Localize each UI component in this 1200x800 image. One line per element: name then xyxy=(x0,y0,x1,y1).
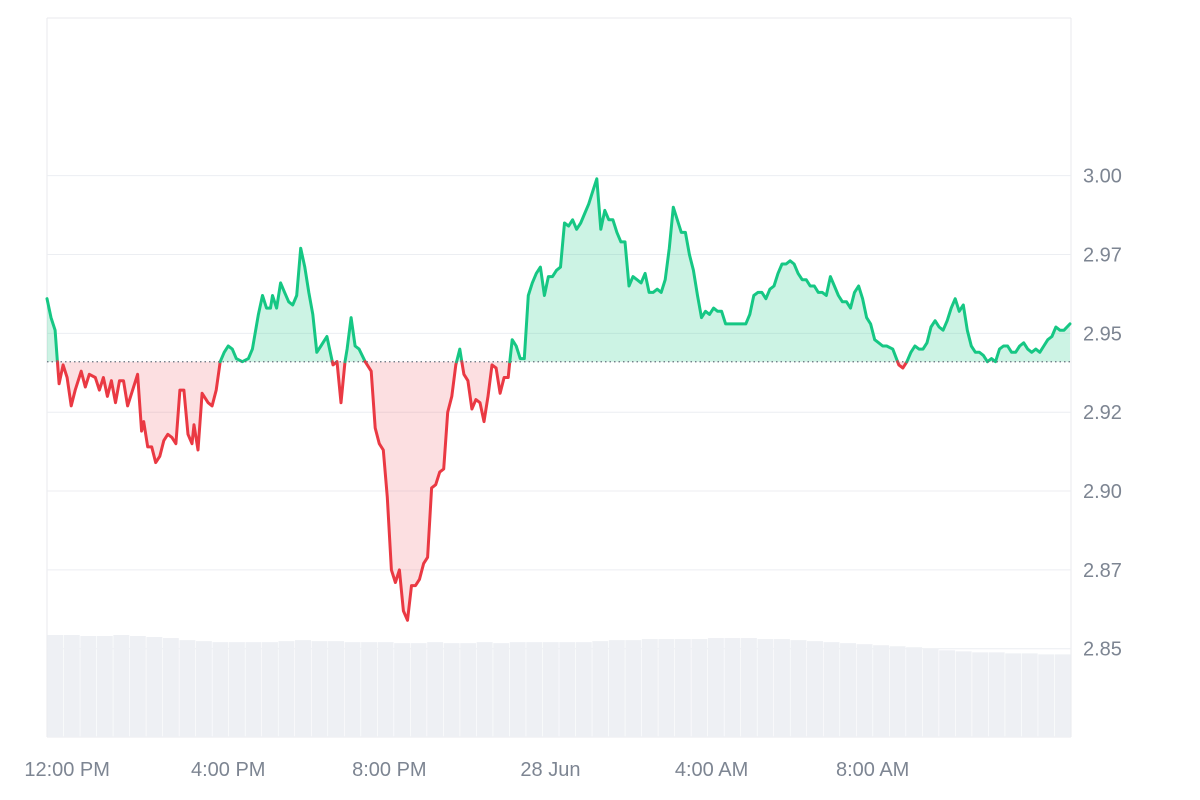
volume-bar xyxy=(146,637,163,737)
area-above-baseline xyxy=(906,298,1070,362)
volume-bar xyxy=(840,643,856,737)
y-tick-label: 2.95 xyxy=(1083,323,1122,345)
area-below-baseline xyxy=(57,361,221,463)
volume-bar xyxy=(988,652,1005,737)
price-line-down-segment xyxy=(55,360,222,465)
price-line-up-segment xyxy=(45,297,59,364)
volume-bar xyxy=(179,640,196,737)
volume-bar xyxy=(47,635,64,737)
volume-bar xyxy=(195,641,212,737)
price-line-up-segment xyxy=(905,297,1072,364)
price-line-down-segment xyxy=(335,360,347,405)
y-tick-label: 2.90 xyxy=(1083,481,1122,503)
axis-labels: 3.00 2.97 2.95 2.92 2.90 2.87 2.85 12:00 PM 4:00… xyxy=(24,166,1122,781)
volume-bar xyxy=(113,635,130,737)
volume-bar xyxy=(559,642,576,737)
area-fills xyxy=(47,178,1070,621)
y-tick-label: 3.00 xyxy=(1083,166,1122,188)
volume-bar xyxy=(906,647,923,737)
volume-bar xyxy=(212,642,229,737)
area-above-baseline xyxy=(220,248,333,362)
volume-bar xyxy=(162,638,179,737)
area-below-baseline xyxy=(365,361,457,621)
area-above-baseline xyxy=(509,178,898,362)
volume-bar xyxy=(1038,654,1055,737)
price-line-up-segment xyxy=(218,246,334,364)
price-line-down-segment xyxy=(896,360,909,370)
x-tick-label: 12:00 PM xyxy=(24,759,110,781)
volume-bar xyxy=(707,638,724,737)
volume-bar xyxy=(295,640,311,737)
volume-bar xyxy=(427,642,444,737)
volume-bar xyxy=(443,643,460,737)
volume-bar xyxy=(526,642,543,737)
volume-bar xyxy=(740,638,757,737)
volume-bar xyxy=(955,651,972,737)
volume-bar xyxy=(228,642,245,737)
volume-bar xyxy=(922,648,939,737)
y-tick-label: 2.92 xyxy=(1083,402,1122,424)
price-line-down-segment xyxy=(363,360,459,622)
volume-bar xyxy=(823,642,840,737)
price-line-down-segment xyxy=(460,360,512,424)
volume-bar xyxy=(129,636,146,737)
volume-bar xyxy=(361,642,378,737)
volume-bar xyxy=(344,642,361,737)
volume-bar xyxy=(262,642,278,737)
volume-bar xyxy=(542,642,559,737)
x-tick-label: 28 Jun xyxy=(520,759,580,781)
price-line-up-segment xyxy=(508,177,900,364)
volume-bar xyxy=(1005,653,1022,737)
x-tick-label: 4:00 PM xyxy=(191,759,265,781)
volume-bar xyxy=(1021,653,1038,737)
volume-bar xyxy=(724,638,741,737)
volume-bar xyxy=(377,642,394,737)
volume-bar xyxy=(592,641,609,737)
volume-bar xyxy=(774,639,790,737)
volume-bar xyxy=(757,639,774,737)
volume-bar xyxy=(873,645,890,737)
volume-bars xyxy=(47,635,1071,737)
price-line xyxy=(45,177,1072,622)
volume-bar xyxy=(889,646,906,737)
volume-bar xyxy=(509,642,526,737)
volume-bar xyxy=(790,640,807,737)
volume-bar xyxy=(939,650,956,737)
volume-bar xyxy=(394,643,411,737)
volume-bar xyxy=(96,636,113,737)
volume-bar xyxy=(460,643,477,737)
volume-bar xyxy=(311,641,328,737)
x-tick-label: 8:00 AM xyxy=(836,759,909,781)
y-tick-label: 2.97 xyxy=(1083,245,1122,267)
volume-bar xyxy=(493,643,510,737)
volume-bar xyxy=(410,643,427,737)
volume-bar xyxy=(641,639,658,737)
volume-bar xyxy=(278,641,295,737)
volume-bar xyxy=(1054,654,1071,737)
volume-bar xyxy=(856,644,873,737)
volume-bar xyxy=(608,640,625,737)
volume-bar xyxy=(80,636,97,737)
y-tick-label: 2.85 xyxy=(1083,639,1122,661)
volume-bar xyxy=(625,640,642,737)
y-tick-label: 2.87 xyxy=(1083,560,1122,582)
volume-bar xyxy=(691,639,708,737)
volume-bar xyxy=(972,652,989,737)
volume-bar xyxy=(245,642,262,737)
price-line-up-segment xyxy=(455,347,464,364)
x-tick-label: 8:00 PM xyxy=(352,759,426,781)
price-line-up-segment xyxy=(343,316,367,364)
volume-bar xyxy=(575,642,592,737)
volume-bar xyxy=(476,642,493,737)
x-tick-label: 4:00 AM xyxy=(675,759,748,781)
volume-bar xyxy=(63,635,80,737)
volume-bar xyxy=(674,639,691,737)
volume-bar xyxy=(658,639,675,737)
volume-bar xyxy=(807,641,823,737)
volume-bar xyxy=(328,641,344,737)
